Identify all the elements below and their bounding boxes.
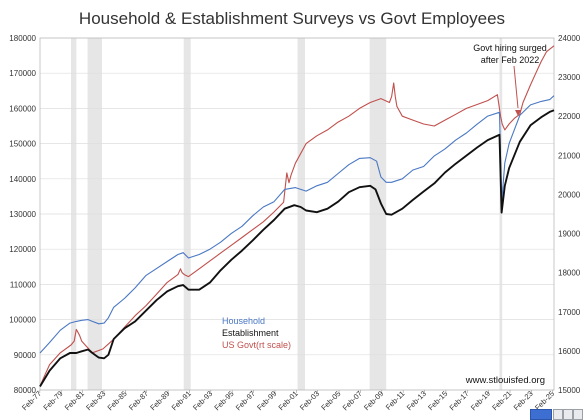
x-tick-label: Feb-87 [127, 389, 150, 412]
left-axis-ticks: 80000 90000 100000 110000 120000 130000 140000… [9, 34, 36, 395]
right-tick-label: 24000 [558, 34, 581, 43]
x-tick-label: Feb-11 [384, 389, 407, 412]
x-tick-label: Feb-09 [362, 389, 385, 412]
left-tick-label: 130000 [9, 210, 36, 219]
x-tick-label: Feb-03 [298, 389, 321, 412]
left-tick-label: 150000 [9, 140, 36, 149]
x-tick-label: Feb-81 [63, 389, 86, 412]
household-line [39, 95, 555, 354]
source-label: www.stlouisfed.org [465, 375, 545, 386]
x-tick-label: Feb-01 [277, 389, 300, 412]
annotation-arrow [513, 65, 519, 109]
right-tick-label: 18000 [558, 269, 581, 278]
x-tick-label: Feb-99 [255, 389, 278, 412]
left-tick-label: 90000 [14, 351, 37, 360]
x-tick-label: Feb-21 [490, 389, 513, 412]
left-tick-label: 160000 [9, 104, 36, 113]
toolbar-button-3[interactable] [573, 409, 583, 420]
x-tick-label: Feb-79 [41, 389, 64, 412]
left-tick-label: 140000 [9, 175, 36, 184]
left-tick-label: 100000 [9, 316, 36, 325]
x-tick-label: Feb-89 [148, 389, 171, 412]
x-tick-label: Feb-95 [212, 389, 235, 412]
left-tick-label: 120000 [9, 245, 36, 254]
us-govt-line [39, 45, 555, 387]
left-tick-label: 110000 [10, 280, 37, 289]
x-tick-label: Feb-91 [170, 389, 193, 412]
share-button[interactable] [530, 409, 552, 420]
right-tick-label: 16000 [558, 347, 581, 356]
right-tick-label: 20000 [558, 190, 581, 199]
x-tick-label: Feb-17 [448, 389, 471, 412]
x-tick-label: Feb-19 [469, 389, 492, 412]
right-tick-label: 19000 [558, 230, 581, 239]
chart-title: Household & Establishment Surveys vs Gov… [79, 9, 505, 28]
x-tick-label: Feb-83 [84, 389, 107, 412]
plot-frame [39, 37, 555, 391]
x-tick-label: Feb-15 [426, 389, 449, 412]
x-tick-label: Feb-13 [405, 389, 428, 412]
toolbar-button-2[interactable] [563, 409, 573, 420]
legend-household: Household [222, 316, 265, 326]
right-tick-label: 22000 [558, 112, 581, 121]
x-axis-ticks: Feb-77Feb-79Feb-81Feb-83Feb-85Feb-87Feb-… [20, 389, 556, 412]
x-tick-label: Feb-05 [319, 389, 342, 412]
right-tick-label: 21000 [558, 151, 581, 160]
establishment-line [39, 109, 555, 387]
x-tick-label: Feb-85 [106, 389, 129, 412]
annotation-arrowhead [515, 110, 521, 116]
left-tick-label: 80000 [14, 386, 37, 395]
series-lines [39, 45, 555, 387]
legend-us-govt: US Govt(rt scale) [222, 340, 291, 350]
annotation-line-1: Govt hiring surged [473, 43, 547, 53]
x-tick-label: Feb-93 [191, 389, 214, 412]
legend-establishment: Establishment [222, 328, 279, 338]
right-tick-label: 15000 [558, 386, 581, 395]
toolbar-button-1[interactable] [553, 409, 563, 420]
left-tick-label: 170000 [9, 69, 36, 78]
x-tick-label: Feb-97 [234, 389, 257, 412]
horizontal-gridlines [40, 37, 554, 391]
left-tick-label: 180000 [9, 34, 36, 43]
annotation-line-2: after Feb 2022 [481, 55, 540, 65]
x-tick-label: Feb-07 [341, 389, 364, 412]
right-axis-ticks: 15000 16000 17000 18000 19000 20000 21000 22000… [558, 34, 581, 395]
right-tick-label: 17000 [558, 308, 581, 317]
right-tick-label: 23000 [558, 73, 581, 82]
